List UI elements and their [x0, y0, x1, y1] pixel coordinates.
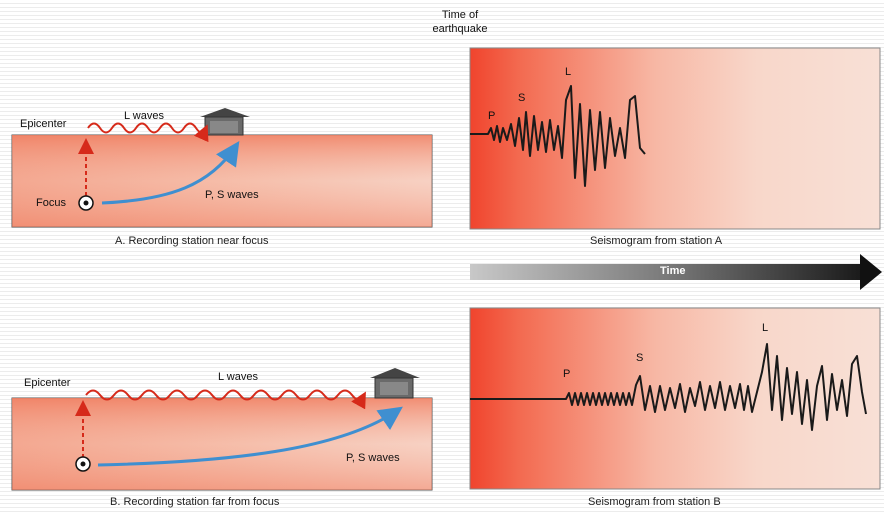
time-of-earthquake-label: Time of earthquake	[432, 9, 488, 35]
seismogram-a-panel	[469, 47, 881, 230]
panel-b-focus-icon	[75, 456, 91, 472]
seismogram-a-caption: Seismogram from station A	[590, 235, 723, 247]
seismogram-b-trace	[470, 343, 867, 431]
time-arrow	[470, 254, 882, 290]
panel-a-l-wave	[87, 122, 209, 143]
panel-b-epicenter-label: Epicenter	[24, 377, 71, 389]
panel-b-ps-arrow	[97, 406, 403, 467]
seismogram-a-l-label: L	[565, 66, 572, 78]
panel-a-epicenter-label: Epicenter	[20, 118, 67, 130]
seismogram-a-trace	[470, 85, 646, 187]
panel-a-earth-block	[11, 134, 433, 228]
seismogram-b-caption: Seismogram from station B	[588, 496, 721, 508]
panel-a-focus-label: Focus	[36, 197, 66, 209]
panel-a-ps-arrow	[101, 141, 240, 205]
panel-a-focus-icon	[78, 195, 94, 211]
station-b-house-icon	[370, 368, 420, 399]
station-a-house-icon	[200, 108, 250, 136]
panel-b-l-wave	[85, 389, 366, 410]
seismogram-b-p-label: P	[563, 368, 571, 380]
seismogram-b-s-label: S	[636, 352, 644, 364]
panel-a-l-waves-label: L waves	[124, 110, 164, 122]
panel-a-caption: A. Recording station near focus	[115, 235, 269, 247]
panel-a-ps-waves-label: P, S waves	[205, 189, 259, 201]
seismogram-b-l-label: L	[762, 322, 769, 334]
seismogram-a-s-label: S	[518, 92, 526, 104]
time-arrow-label: Time	[660, 265, 686, 277]
panel-b-l-waves-label: L waves	[218, 371, 258, 383]
panel-b-earth-block	[11, 397, 433, 491]
panel-b-ps-waves-label: P, S waves	[346, 452, 400, 464]
seismogram-a-p-label: P	[488, 110, 496, 122]
panel-b-caption: B. Recording station far from focus	[110, 496, 280, 508]
